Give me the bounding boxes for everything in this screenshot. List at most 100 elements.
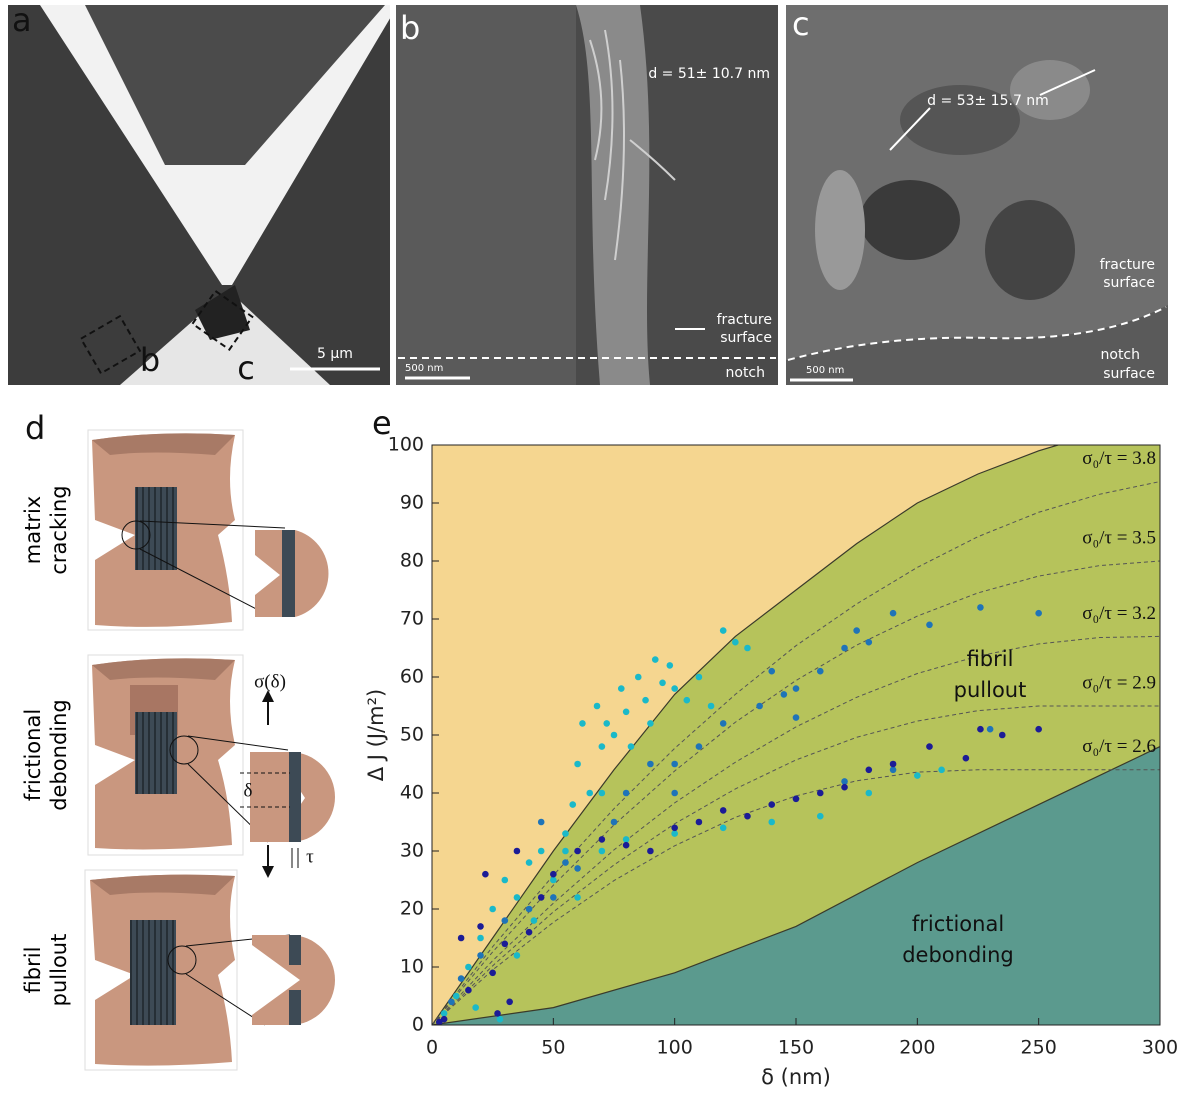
data-point [599,848,606,855]
data-point [756,703,763,710]
data-point [550,871,557,878]
data-point [465,987,472,994]
data-point [458,975,465,982]
data-point [574,865,581,872]
data-point [977,726,984,733]
curve-label: σ₀/τ = 2.6 [1082,736,1156,757]
data-point [793,714,800,721]
data-point [652,656,659,663]
data-point [977,604,984,611]
chart: σ₀/τ = 3.8σ₀/τ = 3.5σ₀/τ = 3.2σ₀/τ = 2.9… [364,434,1178,1090]
data-point [611,732,618,739]
data-point [562,859,569,866]
panel-label: c [792,5,810,43]
data-point [526,929,533,936]
data-point [696,743,703,750]
data-point [538,819,545,826]
schematic-matrix-cracking [88,430,328,630]
data-point [574,894,581,901]
y-tick-label: 50 [400,724,424,746]
data-point [720,825,727,832]
data-point [1035,610,1042,617]
annotation: τ [306,846,314,867]
data-point [489,906,496,913]
region-label: fibril [967,647,1014,671]
data-point [890,767,897,774]
data-point [603,720,610,727]
data-point [514,952,521,959]
data-point [623,836,630,843]
y-tick-label: 70 [400,608,424,630]
y-tick-label: 90 [400,492,424,514]
data-point [963,755,970,762]
x-axis-label: δ (nm) [761,1065,831,1089]
data-point [623,790,630,797]
data-point [477,923,484,930]
x-tick-label: 300 [1142,1037,1178,1059]
data-point [890,610,897,617]
curve-label: σ₀/τ = 3.8 [1082,448,1156,469]
data-point [494,1010,501,1017]
data-point [502,941,509,948]
data-point [586,790,593,797]
x-tick-label: 200 [899,1037,935,1059]
data-point [696,819,703,826]
measurement: d = 53± 15.7 nm [927,93,1049,109]
data-point [841,645,848,652]
data-point [768,801,775,808]
stage-label: matrix [21,496,45,564]
annotation: δ [244,780,253,801]
figure: 5 μm b c a d = 51± 10.7 nm fracture surf… [0,0,1184,1095]
region-label: pullout [954,678,1027,702]
data-point [458,935,465,942]
data-point [482,871,489,878]
data-point [732,639,739,646]
data-point [550,894,557,901]
data-point [618,685,625,692]
data-point [623,842,630,849]
data-point [599,743,606,750]
data-point [708,703,715,710]
data-point [599,836,606,843]
x-tick-label: 0 [426,1037,438,1059]
data-point [793,685,800,692]
stage-labels: matrixcrackingfrictionaldebondingfibrilp… [21,485,71,1006]
data-point [647,848,654,855]
data-point [671,761,678,768]
data-point [720,720,727,727]
y-tick-label: 60 [400,666,424,688]
data-point [628,743,635,750]
data-point [744,645,751,652]
data-point [497,1016,504,1023]
annotation: surface [720,330,772,346]
data-point [914,772,921,779]
data-point [866,767,873,774]
scale-label: 500 nm [806,365,844,376]
data-point [671,830,678,837]
y-tick-label: 80 [400,550,424,572]
data-point [696,674,703,681]
annotation: σ(δ) [254,671,286,692]
y-tick-label: 40 [400,782,424,804]
data-point [853,627,860,634]
annotation: fracture [1100,257,1155,273]
data-point [659,680,666,687]
data-point [514,894,521,901]
data-point [441,1010,448,1017]
annotation: notch [1101,347,1141,363]
schematic-fibril-pullout [85,870,335,1070]
stage-label: pullout [47,934,71,1007]
annotation: notch [726,365,766,381]
annotation: surface [1103,366,1155,382]
y-tick-label: 10 [400,956,424,978]
scale-label: 5 μm [317,346,353,362]
data-point [768,668,775,675]
measurement: d = 51± 10.7 nm [648,66,770,82]
data-point [744,813,751,820]
x-tick-label: 100 [657,1037,693,1059]
panel-label: b [400,9,420,47]
data-point [671,790,678,797]
sem-image-b [396,5,778,385]
data-point [436,1019,443,1026]
data-point [448,999,455,1006]
